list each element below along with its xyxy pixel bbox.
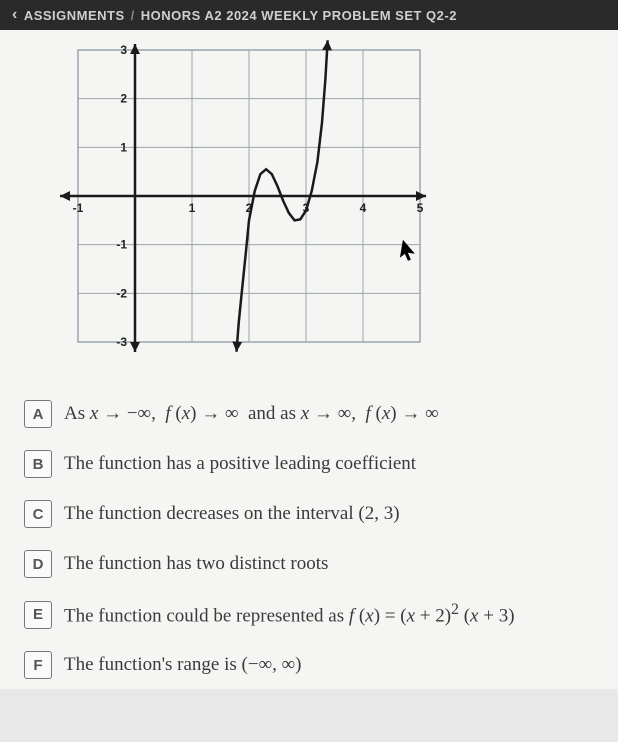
answer-text: The function has a positive leading coef… <box>64 452 416 477</box>
svg-text:1: 1 <box>120 140 127 154</box>
svg-text:4: 4 <box>360 201 367 215</box>
answer-text: The function's range is (−∞, ∞) <box>64 653 302 678</box>
answer-letter-box: D <box>24 550 52 578</box>
answer-letter-box: E <box>24 601 52 629</box>
breadcrumb-header: ‹ ASSIGNMENTS / HONORS A2 2024 WEEKLY PR… <box>0 0 618 30</box>
answer-letter-box: A <box>24 400 52 428</box>
back-icon[interactable]: ‹ <box>12 6 18 24</box>
answer-list: A As x → −∞, f (x) → ∞ and as x → ∞, f (x… <box>20 400 598 679</box>
answer-option-f[interactable]: F The function's range is (−∞, ∞) <box>24 651 594 679</box>
breadcrumb-current: HONORS A2 2024 WEEKLY PROBLEM SET Q2-2 <box>141 8 457 23</box>
svg-text:1: 1 <box>189 201 196 215</box>
breadcrumb-separator: / <box>131 8 135 23</box>
answer-text: The function could be represented as f (… <box>64 600 515 629</box>
answer-text: The function has two distinct roots <box>64 552 328 577</box>
answer-letter-box: F <box>24 651 52 679</box>
svg-text:-1: -1 <box>73 201 84 215</box>
content-area: 12345-1123-3-2-1 AAs x → −∞, f (x) → ∞ a… <box>0 30 618 689</box>
svg-text:5: 5 <box>417 201 424 215</box>
answer-option-c[interactable]: C The function decreases on the interval … <box>24 500 594 528</box>
breadcrumb-assignments[interactable]: ASSIGNMENTS <box>24 8 125 23</box>
answer-text: As x → −∞, f (x) → ∞ and as x → ∞, f (x)… <box>64 402 439 427</box>
graph-container: 12345-1123-3-2-1 <box>50 40 598 370</box>
answer-option-d[interactable]: D The function has two distinct roots <box>24 550 594 578</box>
svg-text:2: 2 <box>120 92 127 106</box>
svg-text:3: 3 <box>120 43 127 57</box>
svg-text:-1: -1 <box>116 238 127 252</box>
function-graph: 12345-1123-3-2-1 <box>50 40 430 370</box>
svg-text:-3: -3 <box>116 335 127 349</box>
svg-text:-2: -2 <box>116 286 127 300</box>
answer-option-b[interactable]: B The function has a positive leading coe… <box>24 450 594 478</box>
answer-option-a[interactable]: A As x → −∞, f (x) → ∞ and as x → ∞, f (x… <box>24 400 594 428</box>
answer-option-e[interactable]: E The function could be represented as f … <box>24 600 594 629</box>
answer-letter-box: C <box>24 500 52 528</box>
answer-text: The function decreases on the interval (… <box>64 502 400 527</box>
answer-letter-box: B <box>24 450 52 478</box>
